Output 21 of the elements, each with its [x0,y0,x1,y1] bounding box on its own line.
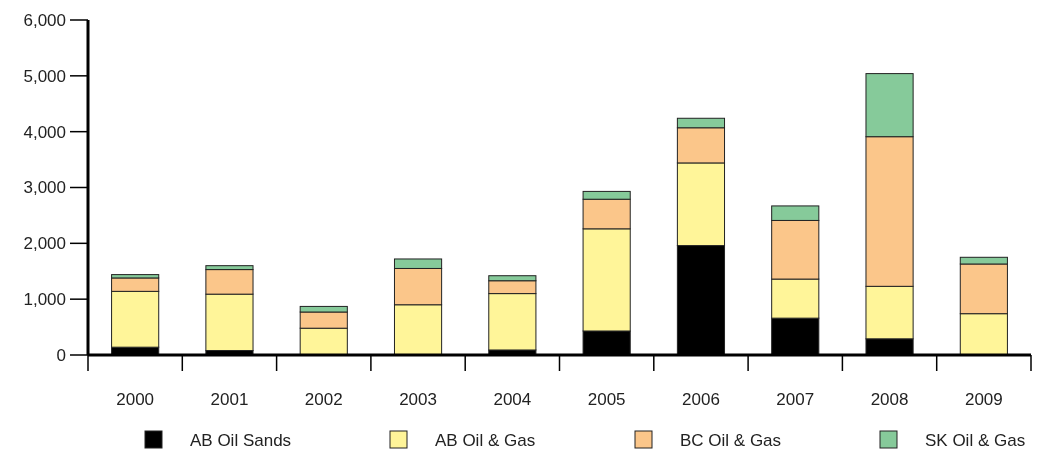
y-tick-label: 1,000 [23,290,66,310]
x-tick-label: 2009 [964,390,1003,409]
x-tick-label: 2005 [587,390,626,409]
y-tick-label: 3,000 [23,178,66,198]
x-tick-label: 2008 [870,390,909,409]
x-tick-label: 2002 [304,390,343,409]
x-tick-label: 2001 [210,390,249,409]
y-tick-label: 2,000 [23,234,66,254]
legend-label: SK Oil & Gas [925,431,1026,451]
y-tick-label: 5,000 [23,66,66,86]
x-tick-label: 2007 [776,390,815,409]
x-tick-label: 2004 [493,390,532,409]
x-tick-label: 2006 [682,390,720,409]
y-tick-label: 6,000 [23,10,66,30]
x-tick-label: 2003 [399,390,437,409]
x-tick-label: 2000 [116,390,155,409]
legend-label: AB Oil Sands [190,431,292,451]
legend-label: BC Oil & Gas [680,431,782,451]
y-tick-label: 0 [56,345,66,365]
y-tick-label: 4,000 [23,122,66,142]
legend-label: AB Oil & Gas [435,431,536,451]
